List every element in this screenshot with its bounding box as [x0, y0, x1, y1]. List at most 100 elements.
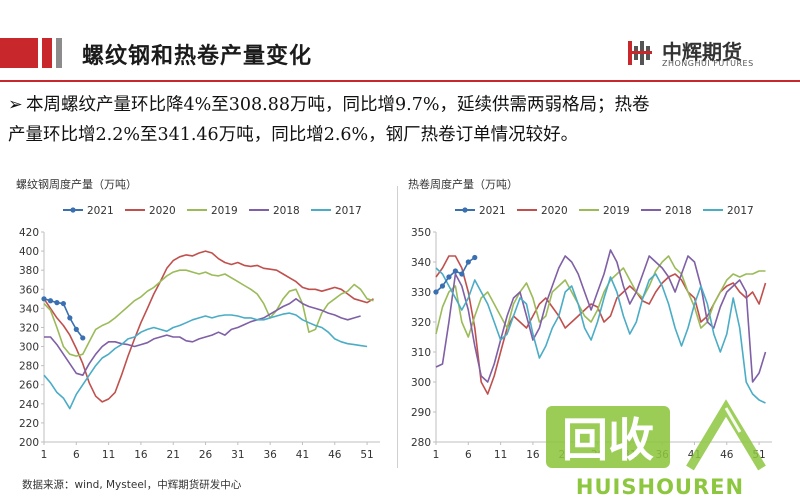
data-point — [452, 268, 458, 274]
arrow-bullet-icon: ➢ — [8, 95, 23, 115]
series-line — [435, 255, 767, 395]
y-tick-label: 330 — [411, 287, 431, 299]
series-line — [43, 312, 368, 410]
title-decoration-bar — [56, 38, 62, 68]
x-tick-label: 46 — [328, 449, 342, 461]
title-underline — [0, 80, 800, 82]
series-line — [43, 269, 374, 357]
legend-label: 2020 — [149, 205, 176, 217]
header: 螺纹钢和热卷产量变化 中辉期货 ZHONGHUI FUTURES — [0, 0, 800, 80]
x-tick-label: 31 — [231, 449, 244, 461]
y-tick-label: 280 — [411, 437, 431, 449]
legend-label: 2019 — [603, 205, 630, 217]
data-point — [472, 254, 478, 261]
y-tick-label: 260 — [19, 380, 39, 392]
x-tick-label: 6 — [465, 449, 472, 461]
logo-mark-icon — [628, 41, 652, 65]
series-2019 — [43, 269, 374, 357]
watermark-logo: 回收 HUISHOUREN — [546, 399, 766, 499]
series-line — [435, 249, 767, 383]
x-tick-label: 41 — [296, 449, 309, 461]
series-2017 — [43, 312, 368, 410]
watermark-mountain-icon — [686, 399, 766, 471]
watermark-en-text: HUISHOUREN — [576, 475, 744, 499]
x-tick-label: 36 — [263, 449, 277, 461]
page-title: 螺纹钢和热卷产量变化 — [82, 43, 313, 69]
legend-label: 2018 — [273, 205, 300, 217]
summary-text: ➢ 本周螺纹产量环比降4%至308.88万吨，同比增9.7%，延续供需两弱格局；热… — [8, 90, 792, 150]
data-source-note: 数据来源：wind, Mysteel，中辉期货研发中心 — [22, 479, 242, 491]
data-point — [446, 274, 452, 280]
series-2018 — [435, 249, 767, 383]
series-2020 — [43, 250, 374, 403]
data-point — [433, 289, 439, 295]
title-decoration-bar — [42, 38, 52, 68]
series-line — [44, 298, 361, 376]
title-decoration-bar — [0, 38, 38, 68]
panel-divider — [397, 186, 398, 468]
data-point — [54, 300, 60, 306]
series-2020 — [435, 255, 767, 395]
logo-chinese-text: 中辉期货 — [662, 40, 742, 64]
data-point — [439, 283, 446, 289]
x-tick-label: 46 — [720, 449, 734, 461]
y-tick-label: 420 — [19, 227, 39, 239]
data-point — [41, 296, 47, 302]
chart-legend: 2021 2020 2019 2018 2017 — [63, 205, 362, 217]
legend-label: 2019 — [211, 205, 238, 217]
x-tick-label: 11 — [494, 449, 507, 461]
x-tick-label: 16 — [134, 449, 148, 461]
legend-label: 2020 — [541, 205, 568, 217]
series-2019 — [435, 255, 766, 338]
summary-line: 产量环比增2.2%至341.46万吨，同比增2.6%，钢厂热卷订单情况较好。 — [8, 120, 792, 150]
y-tick-label: 300 — [411, 377, 431, 389]
y-tick-label: 350 — [411, 227, 431, 239]
y-tick-label: 400 — [19, 246, 39, 258]
summary-line-1: 本周螺纹产量环比降4%至308.88万吨，同比增9.7%，延续供需两弱格局；热卷 — [26, 95, 650, 115]
y-tick-label: 240 — [19, 399, 39, 411]
series-line — [43, 250, 374, 403]
company-logo: 中辉期货 ZHONGHUI FUTURES — [626, 34, 796, 72]
x-tick-label: 11 — [102, 449, 115, 461]
y-tick-label: 290 — [411, 407, 431, 419]
legend-label: 2017 — [335, 205, 362, 217]
y-tick-label: 320 — [411, 317, 431, 329]
legend-marker — [70, 207, 76, 213]
legend-label: 2017 — [727, 205, 754, 217]
logo-english-text: ZHONGHUI FUTURES — [662, 59, 754, 68]
y-tick-label: 320 — [19, 322, 39, 334]
data-point — [465, 259, 471, 265]
legend-marker — [462, 207, 468, 213]
y-tick-label: 220 — [19, 418, 39, 430]
data-point — [80, 335, 86, 341]
series-2017 — [435, 267, 766, 404]
series-line — [435, 267, 766, 404]
series-2021 — [41, 296, 86, 341]
y-tick-label: 340 — [19, 303, 39, 315]
watermark-badge-icon — [546, 406, 670, 468]
summary-line-2: 产量环比增2.2%至341.46万吨，同比增2.6%，钢厂热卷订单情况较好。 — [8, 125, 579, 145]
rebar-production-chart: 螺纹钢周度产量（万吨） 200 220 240 260 280 300 320 340 360 3… — [8, 170, 394, 468]
series-line — [435, 255, 766, 338]
series-2018 — [44, 298, 361, 376]
y-tick-label: 340 — [411, 257, 431, 269]
x-tick-label: 16 — [526, 449, 540, 461]
x-tick-label: 1 — [41, 449, 48, 461]
chart-title: 热卷周度产量（万吨） — [408, 178, 518, 191]
chart-legend: 2021 2020 2019 2018 2017 — [455, 205, 754, 217]
data-point — [47, 298, 54, 304]
x-tick-label: 1 — [433, 449, 440, 461]
y-tick-label: 310 — [411, 347, 431, 359]
x-tick-label: 21 — [167, 449, 180, 461]
data-point — [459, 271, 465, 277]
y-tick-label: 380 — [19, 265, 39, 277]
data-point — [67, 315, 73, 321]
y-tick-label: 300 — [19, 342, 39, 354]
x-tick-label: 51 — [360, 449, 373, 461]
chart-title: 螺纹钢周度产量（万吨） — [16, 178, 137, 191]
data-point — [73, 326, 79, 332]
y-tick-label: 200 — [19, 437, 39, 449]
summary-line: ➢ 本周螺纹产量环比降4%至308.88万吨，同比增9.7%，延续供需两弱格局；热… — [8, 90, 792, 120]
